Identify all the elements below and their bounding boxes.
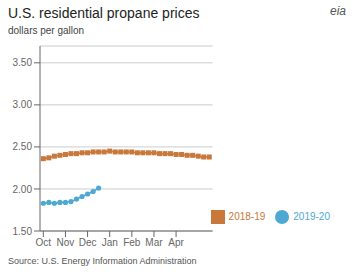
svg-text:2.50: 2.50 (13, 141, 33, 152)
svg-text:Dec: Dec (79, 237, 97, 248)
html-text:U.S. residential propane price: U.S. residential propane prices (8, 5, 200, 21)
html-text:2018-19: 2018-19 (228, 210, 266, 222)
svg-text:3.00: 3.00 (13, 99, 33, 110)
svg-text:Jan: Jan (102, 237, 118, 248)
svg-text:1.50: 1.50 (13, 226, 33, 237)
svg-text:3.50: 3.50 (13, 57, 33, 68)
svg-text:Nov: Nov (57, 237, 75, 248)
svg-text:2.00: 2.00 (13, 184, 33, 195)
svg-text:Apr: Apr (168, 237, 184, 248)
html-text:Source: U.S. Energy Informatio: Source: U.S. Energy Information Administ… (8, 256, 197, 266)
html-text:dollars per gallon: dollars per gallon (8, 25, 85, 36)
svg-text:Mar: Mar (145, 237, 163, 248)
svg-text:Feb: Feb (123, 237, 141, 248)
html-text:eia: eia (330, 4, 346, 18)
html-text:2019-20: 2019-20 (293, 210, 330, 222)
svg-text:Oct: Oct (36, 237, 52, 248)
